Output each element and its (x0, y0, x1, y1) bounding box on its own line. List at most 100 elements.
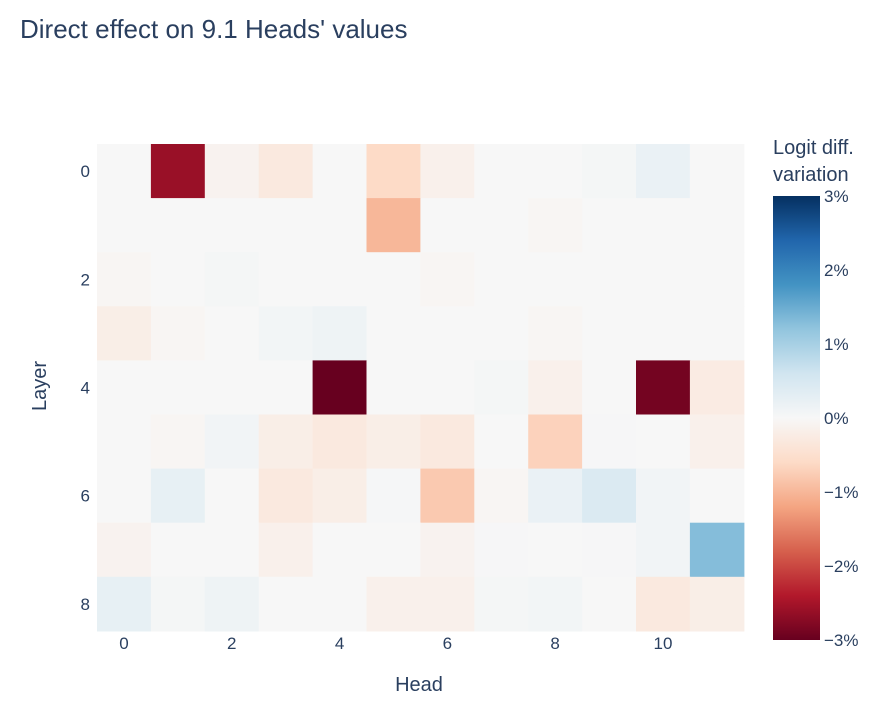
heatmap-cell[interactable] (312, 576, 368, 632)
heatmap-cell[interactable] (636, 468, 691, 524)
heatmap-cell[interactable] (636, 144, 691, 199)
heatmap-cell[interactable] (366, 252, 422, 307)
heatmap-cell[interactable] (150, 306, 206, 361)
heatmap-cell[interactable] (528, 306, 583, 361)
heatmap-cell[interactable] (689, 306, 745, 361)
heatmap-cell[interactable] (528, 468, 583, 524)
heatmap-cell[interactable] (97, 414, 152, 470)
heatmap-cell[interactable] (204, 576, 260, 632)
heatmap-cell[interactable] (420, 522, 475, 578)
heatmap-cell[interactable] (366, 198, 422, 253)
heatmap-cell[interactable] (258, 360, 314, 416)
heatmap-cell[interactable] (366, 144, 422, 199)
heatmap-cell[interactable] (312, 144, 368, 199)
heatmap-cell[interactable] (150, 576, 206, 632)
heatmap-cell[interactable] (97, 468, 152, 524)
heatmap-cell[interactable] (366, 468, 422, 524)
heatmap-cell[interactable] (636, 522, 691, 578)
heatmap-cell[interactable] (420, 576, 475, 632)
heatmap-cell[interactable] (204, 144, 260, 199)
heatmap-cell[interactable] (97, 576, 152, 632)
heatmap-cell[interactable] (474, 306, 529, 361)
heatmap-cell[interactable] (258, 306, 314, 361)
heatmap-cell[interactable] (528, 198, 583, 253)
heatmap-cell[interactable] (689, 576, 745, 632)
heatmap-cell[interactable] (366, 522, 422, 578)
heatmap-cell[interactable] (366, 414, 422, 470)
heatmap-cell[interactable] (312, 306, 368, 361)
heatmap-cell[interactable] (528, 252, 583, 307)
heatmap-cell[interactable] (474, 414, 529, 470)
heatmap-cell[interactable] (689, 144, 745, 199)
heatmap-cell[interactable] (689, 198, 745, 253)
heatmap-cell[interactable] (420, 360, 475, 416)
heatmap-cell[interactable] (582, 144, 637, 199)
heatmap-cell[interactable] (204, 198, 260, 253)
heatmap-cell[interactable] (150, 414, 206, 470)
heatmap-cell[interactable] (582, 576, 637, 632)
heatmap-cell[interactable] (150, 360, 206, 416)
heatmap-cell[interactable] (366, 360, 422, 416)
heatmap-cell[interactable] (204, 252, 260, 307)
heatmap-cell[interactable] (258, 414, 314, 470)
heatmap-cell[interactable] (474, 468, 529, 524)
heatmap-cell[interactable] (689, 522, 745, 578)
heatmap-cell[interactable] (150, 252, 206, 307)
heatmap-cell[interactable] (420, 468, 475, 524)
heatmap-cell[interactable] (204, 360, 260, 416)
heatmap-cell[interactable] (312, 522, 368, 578)
heatmap-cell[interactable] (366, 576, 422, 632)
heatmap-cell[interactable] (474, 522, 529, 578)
heatmap-cell[interactable] (582, 198, 637, 253)
heatmap-cell[interactable] (528, 522, 583, 578)
heatmap-cell[interactable] (258, 576, 314, 632)
heatmap-cell[interactable] (528, 414, 583, 470)
heatmap-cell[interactable] (312, 468, 368, 524)
heatmap-cell[interactable] (528, 360, 583, 416)
heatmap-cell[interactable] (582, 468, 637, 524)
heatmap-cell[interactable] (420, 414, 475, 470)
heatmap-cell[interactable] (97, 198, 152, 253)
heatmap-cell[interactable] (150, 144, 206, 199)
heatmap-cell[interactable] (636, 306, 691, 361)
heatmap-cell[interactable] (474, 360, 529, 416)
heatmap-cell[interactable] (150, 522, 206, 578)
heatmap-cell[interactable] (689, 468, 745, 524)
heatmap-cell[interactable] (474, 576, 529, 632)
heatmap-cell[interactable] (312, 198, 368, 253)
heatmap-cell[interactable] (582, 522, 637, 578)
heatmap-cell[interactable] (636, 198, 691, 253)
heatmap-cell[interactable] (150, 468, 206, 524)
heatmap-cell[interactable] (689, 252, 745, 307)
heatmap-cell[interactable] (258, 252, 314, 307)
heatmap-cell[interactable] (636, 252, 691, 307)
heatmap-cell[interactable] (97, 360, 152, 416)
heatmap-cell[interactable] (636, 360, 691, 416)
heatmap-cell[interactable] (582, 360, 637, 416)
heatmap-cell[interactable] (312, 414, 368, 470)
heatmap-cell[interactable] (312, 252, 368, 307)
heatmap-cell[interactable] (420, 306, 475, 361)
heatmap-cell[interactable] (258, 468, 314, 524)
heatmap-cell[interactable] (204, 468, 260, 524)
heatmap-cell[interactable] (204, 306, 260, 361)
heatmap-cell[interactable] (258, 522, 314, 578)
heatmap-cell[interactable] (689, 360, 745, 416)
heatmap-cell[interactable] (582, 414, 637, 470)
heatmap-cell[interactable] (97, 144, 152, 199)
heatmap-cell[interactable] (97, 522, 152, 578)
heatmap-cell[interactable] (204, 414, 260, 470)
heatmap-cell[interactable] (97, 306, 152, 361)
heatmap-cell[interactable] (528, 576, 583, 632)
heatmap-cell[interactable] (636, 414, 691, 470)
heatmap-cell[interactable] (474, 144, 529, 199)
heatmap-cell[interactable] (474, 198, 529, 253)
heatmap-cell[interactable] (420, 198, 475, 253)
heatmap-cell[interactable] (258, 144, 314, 199)
heatmap-cell[interactable] (97, 252, 152, 307)
heatmap-cell[interactable] (204, 522, 260, 578)
heatmap-cell[interactable] (420, 252, 475, 307)
heatmap-cell[interactable] (636, 576, 691, 632)
heatmap-cell[interactable] (582, 252, 637, 307)
heatmap-cell[interactable] (150, 198, 206, 253)
